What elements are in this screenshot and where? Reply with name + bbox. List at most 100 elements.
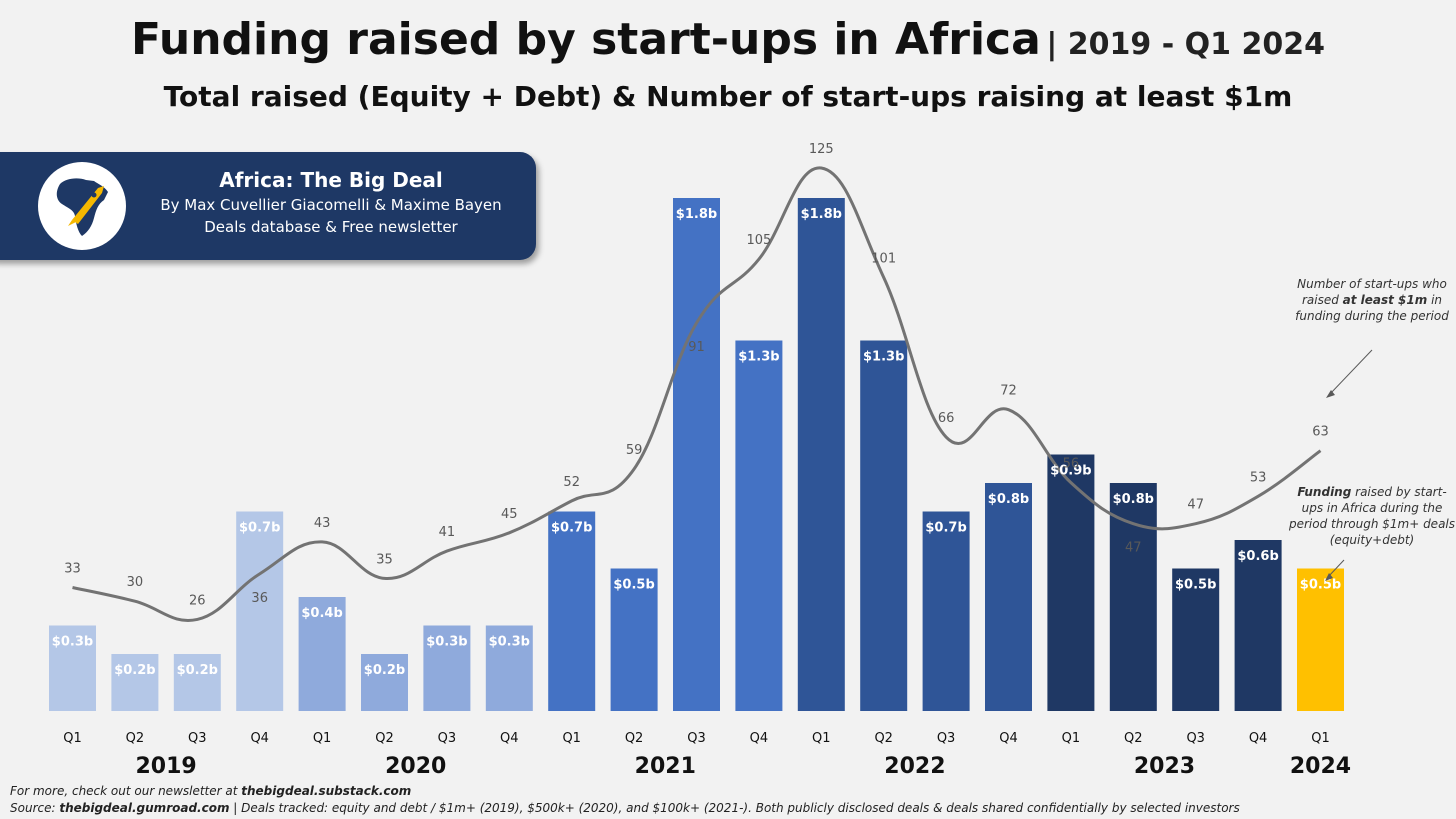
bar-value-label: $0.5b bbox=[1300, 578, 1341, 593]
x-tick-label: Q1 bbox=[313, 731, 332, 746]
count-arrow-head bbox=[1326, 390, 1335, 398]
funding-bar bbox=[548, 511, 596, 711]
bar-value-label: $0.2b bbox=[114, 663, 155, 678]
line-value-label: 63 bbox=[1312, 425, 1329, 440]
year-label: 2021 bbox=[635, 754, 696, 779]
newsletter-link[interactable]: thebigdeal.substack.com bbox=[241, 784, 412, 798]
line-value-label: 35 bbox=[376, 552, 393, 567]
line-value-label: 66 bbox=[938, 411, 955, 426]
funding-bar bbox=[673, 198, 720, 711]
line-value-label: 105 bbox=[746, 233, 771, 248]
year-label: 2019 bbox=[135, 754, 196, 779]
x-tick-label: Q4 bbox=[750, 731, 769, 746]
bar-value-label: $0.3b bbox=[489, 635, 530, 650]
line-value-label: 47 bbox=[1187, 498, 1204, 513]
line-value-label: 36 bbox=[251, 591, 268, 606]
banner-text: Africa: The Big Deal By Max Cuvellier Gi… bbox=[146, 168, 516, 236]
funding-bar bbox=[1047, 454, 1095, 711]
line-value-label: 43 bbox=[314, 516, 331, 531]
x-tick-label: Q3 bbox=[687, 731, 706, 746]
bar-value-label: $0.7b bbox=[239, 521, 280, 536]
chart-subtitle: Total raised (Equity + Debt) & Number of… bbox=[163, 80, 1293, 113]
year-label: 2020 bbox=[385, 754, 446, 779]
funding-annotation: Funding raised by start-ups in Africa du… bbox=[1288, 484, 1456, 548]
line-value-label: 26 bbox=[189, 593, 206, 608]
x-tick-label: Q4 bbox=[999, 731, 1018, 746]
x-tick-label: Q2 bbox=[1124, 731, 1143, 746]
bar-value-label: $1.3b bbox=[863, 350, 904, 365]
bar-value-label: $0.7b bbox=[925, 521, 966, 536]
line-value-label: 72 bbox=[1000, 384, 1017, 399]
x-tick-label: Q1 bbox=[812, 731, 831, 746]
x-tick-label: Q4 bbox=[1249, 731, 1268, 746]
bar-value-label: $0.2b bbox=[364, 663, 405, 678]
line-value-label: 45 bbox=[501, 507, 518, 522]
bar-value-label: $1.3b bbox=[738, 350, 779, 365]
x-tick-label: Q2 bbox=[874, 731, 893, 746]
banner-tagline: Deals database & Free newsletter bbox=[204, 218, 458, 236]
banner-authors: By Max Cuvellier Giacomelli & Maxime Bay… bbox=[160, 196, 502, 214]
bar-value-label: $0.9b bbox=[1050, 464, 1091, 479]
funding-bar bbox=[985, 483, 1032, 711]
x-tick-label: Q2 bbox=[126, 731, 145, 746]
funding-bar bbox=[423, 625, 471, 711]
funding-bar bbox=[361, 654, 408, 711]
funding-bar bbox=[735, 340, 783, 711]
year-label: 2022 bbox=[884, 754, 945, 779]
line-value-label: 53 bbox=[1250, 470, 1267, 485]
x-tick-label: Q1 bbox=[1311, 731, 1330, 746]
footer-source-text: | Deals tracked: equity and debt / $1m+ … bbox=[229, 801, 1240, 815]
line-value-label: 52 bbox=[563, 475, 580, 490]
footer-text: For more, check out our newsletter at bbox=[10, 784, 242, 798]
count-annotation: Number of start-ups who raised at least … bbox=[1290, 276, 1454, 324]
funding-arrow-head bbox=[1325, 573, 1333, 581]
bar-value-label: $0.7b bbox=[551, 521, 592, 536]
bar-value-label: $0.3b bbox=[426, 635, 467, 650]
funding-bar bbox=[610, 568, 658, 711]
line-value-label: 56 bbox=[1063, 457, 1080, 472]
x-tick-label: Q4 bbox=[500, 731, 519, 746]
footer-source: Source: thebigdeal.gumroad.com | Deals t… bbox=[10, 801, 1240, 815]
funding-bar bbox=[922, 511, 970, 711]
bar-value-label: $1.8b bbox=[676, 207, 717, 222]
year-label: 2024 bbox=[1290, 754, 1351, 779]
africa-rocket-icon bbox=[38, 162, 126, 250]
funding-bar bbox=[1234, 540, 1282, 711]
line-value-label: 47 bbox=[1125, 541, 1142, 556]
funding-bar bbox=[1172, 568, 1220, 711]
funding-arrow bbox=[1327, 559, 1345, 578]
bar-value-label: $0.6b bbox=[1237, 549, 1278, 564]
funding-bar bbox=[173, 654, 221, 711]
footer-newsletter: For more, check out our newsletter at th… bbox=[10, 784, 411, 798]
bar-value-label: $1.8b bbox=[801, 207, 842, 222]
bar-value-label: $0.8b bbox=[1113, 492, 1154, 507]
funding-bar bbox=[49, 625, 96, 711]
x-tick-label: Q2 bbox=[625, 731, 644, 746]
line-value-label: 91 bbox=[688, 340, 705, 355]
count-note-text-post: in funding during the period bbox=[1295, 293, 1449, 323]
line-value-label: 125 bbox=[809, 142, 834, 157]
bar-value-label: $0.5b bbox=[1175, 578, 1216, 593]
line-value-label: 59 bbox=[626, 443, 643, 458]
line-value-label: 41 bbox=[439, 525, 456, 540]
bar-value-label: $0.4b bbox=[301, 606, 342, 621]
count-note-text: Number of start-ups who raised bbox=[1297, 277, 1447, 307]
bar-value-label: $0.8b bbox=[988, 492, 1029, 507]
funding-note-bold: Funding bbox=[1297, 485, 1352, 499]
line-value-label: 30 bbox=[127, 575, 144, 590]
x-tick-label: Q2 bbox=[375, 731, 394, 746]
count-note-bold: at least $1m bbox=[1342, 293, 1428, 307]
source-link[interactable]: thebigdeal.gumroad.com bbox=[59, 801, 230, 815]
bar-value-label: $0.5b bbox=[613, 578, 654, 593]
bar-value-label: $0.2b bbox=[177, 663, 218, 678]
funding-note-text: raised by start-ups in Africa during the… bbox=[1288, 485, 1456, 547]
x-tick-label: Q3 bbox=[937, 731, 956, 746]
funding-bar bbox=[860, 340, 908, 711]
line-value-label: 33 bbox=[64, 562, 81, 577]
line-value-label: 101 bbox=[871, 251, 896, 266]
funding-bar bbox=[111, 654, 159, 711]
funding-bar bbox=[298, 597, 346, 711]
year-label: 2023 bbox=[1134, 754, 1195, 779]
x-tick-label: Q1 bbox=[562, 731, 581, 746]
